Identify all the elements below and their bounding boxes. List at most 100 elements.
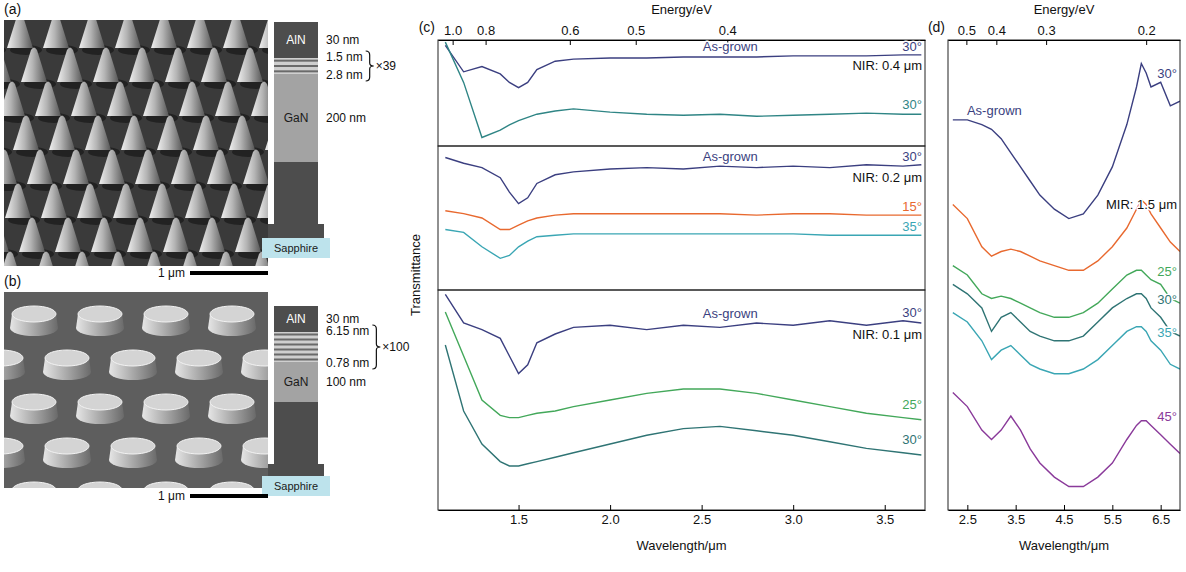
sem-cone [221, 184, 247, 219]
sem-cone [127, 218, 153, 253]
axis: 1.00.80.60.50.4 [439, 23, 926, 45]
sem-cone [63, 150, 89, 185]
sem-cone [259, 20, 268, 48]
series-label: 35° [1157, 325, 1177, 340]
tick-label: 2.5 [693, 512, 711, 527]
brace [372, 325, 380, 369]
annotation: NIR: 0.1 μm [852, 327, 922, 342]
sem-cone [5, 184, 31, 219]
sem-cone [69, 252, 95, 267]
spectrum-line [445, 42, 921, 137]
sem-cone [4, 48, 11, 83]
layer-stack: (b)AlN30 nm6.15 nm0.78 nm×100GaN100 nmSa… [4, 273, 410, 503]
tick-mark [570, 40, 571, 45]
tick-label: 1.0 [444, 23, 462, 38]
sem-cone [207, 150, 233, 185]
sem-cone [115, 20, 141, 48]
sem-cone [199, 218, 225, 253]
plot-area [953, 64, 1180, 487]
sem-cone [27, 150, 53, 185]
sem-cone [223, 20, 249, 48]
spectrum-line [445, 230, 921, 259]
sem-cone [4, 82, 25, 117]
series-label: 30° [902, 149, 922, 164]
superlattice-stripe [274, 354, 318, 356]
x-axis-title: Wavelength/μm [636, 538, 726, 553]
tick-mark [793, 505, 794, 510]
tick: 0.2 [1138, 23, 1156, 45]
sem-cone [55, 218, 81, 253]
tick: 5.5 [1104, 505, 1122, 527]
layer-thickness: 2.8 nm [326, 68, 363, 82]
labels: 30°As-grown25°30°NIR: 0.1 μm [703, 305, 922, 448]
sem-pillar-top [177, 350, 221, 366]
substrate [262, 476, 330, 496]
sem-shadow [4, 45, 6, 55]
chart-panel: 1.00.80.60.50.4Energy/eV(c)30°As-grown30… [419, 2, 926, 146]
axis-line [439, 40, 926, 41]
layer-thickness: 30 nm [326, 33, 359, 47]
axis-line [949, 40, 1181, 41]
sample-label: As-grown [703, 39, 758, 54]
tick: 0.6 [561, 23, 579, 45]
scale-bar-label: 1 μm [158, 489, 185, 503]
tick-mark [610, 505, 611, 510]
sem-cone [213, 252, 239, 267]
tick: 3.0 [785, 505, 803, 527]
sem-cone [105, 252, 131, 267]
tick-label: 3.5 [1007, 512, 1025, 527]
layer-name: AlN [286, 33, 305, 47]
plot-frame [948, 40, 1180, 510]
y-axis-title: Transmittance [408, 234, 423, 316]
sem-cone [163, 218, 189, 253]
tick-label: 6.5 [1152, 512, 1170, 527]
series-label: 25° [1157, 264, 1177, 279]
scale-bar [190, 271, 268, 275]
pillar-base [274, 162, 318, 224]
sem-cone [33, 252, 59, 267]
sem-background [4, 20, 268, 266]
sem-pillar-top [243, 350, 268, 366]
sem-background [4, 292, 268, 488]
x2-axis-title: Energy/eV [651, 2, 712, 17]
sem-cone [151, 20, 177, 48]
tick-mark [1046, 40, 1047, 45]
sem-cone [235, 218, 261, 253]
sem-cone [57, 48, 83, 83]
series-label: 35° [902, 219, 922, 234]
substrate [262, 238, 330, 258]
tick-label: 0.4 [988, 23, 1006, 38]
sem-cone [41, 184, 67, 219]
tick-mark [885, 505, 886, 510]
sem-cone [201, 48, 227, 83]
sem-cone [265, 116, 268, 151]
superlattice-stripe [274, 359, 318, 361]
sem-pillar-top [177, 438, 221, 454]
sem-cone [237, 48, 263, 83]
sem-pillar-top [78, 482, 122, 488]
axis: 0.50.40.30.2 [949, 23, 1181, 45]
tick-label: 3.0 [785, 512, 803, 527]
superlattice-stripe [274, 349, 318, 351]
sem-cone [13, 116, 39, 151]
tick-label: 0.2 [1138, 23, 1156, 38]
sem-cone [229, 116, 255, 151]
buffer-layer [274, 362, 318, 402]
superlattice [274, 58, 318, 74]
superlattice-stripe [274, 339, 318, 341]
tick-label: 3.5 [876, 512, 894, 527]
sem-image [4, 20, 268, 266]
series-label: 25° [902, 397, 922, 412]
sem-pillar-top [144, 482, 188, 488]
tick-mark [1161, 505, 1162, 510]
cap-layer [274, 306, 318, 332]
panel-letter: (d) [928, 19, 945, 35]
cap-layer [274, 22, 318, 58]
spectrum-line [445, 312, 921, 420]
tick-mark [1064, 505, 1065, 510]
sem-cone [7, 20, 33, 48]
sem-cone [99, 150, 125, 185]
annotation: NIR: 0.2 μm [852, 170, 922, 185]
chart-panel: 0.50.40.30.22.53.54.55.56.5Energy/eVWave… [928, 2, 1181, 553]
sem-cone [4, 218, 9, 253]
